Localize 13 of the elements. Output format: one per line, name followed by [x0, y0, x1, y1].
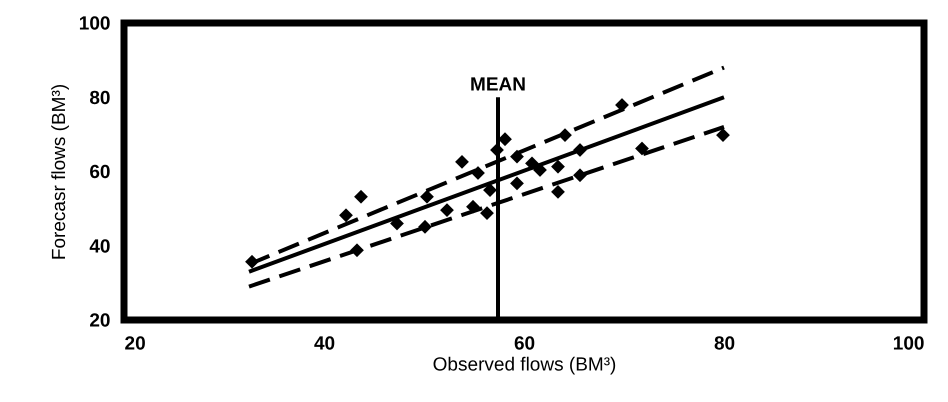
y-tick-label: 80	[89, 88, 110, 109]
x-tick-label: 100	[892, 334, 924, 354]
y-axis-title: Forecasr flows (BM³)	[48, 84, 70, 260]
x-tick-label: 20	[124, 334, 146, 354]
series-label: MEAN	[470, 74, 526, 96]
y-tick-label: 100	[78, 14, 110, 34]
y-tick-label: 40	[89, 236, 110, 258]
x-axis-title: Observed flows (BM³)	[432, 354, 616, 376]
y-tick-label: 60	[89, 162, 110, 183]
x-tick-label: 40	[314, 334, 336, 354]
x-tick-label: 60	[514, 334, 536, 354]
y-tick-label: 20	[89, 310, 110, 332]
x-tick-label: 80	[714, 334, 736, 354]
